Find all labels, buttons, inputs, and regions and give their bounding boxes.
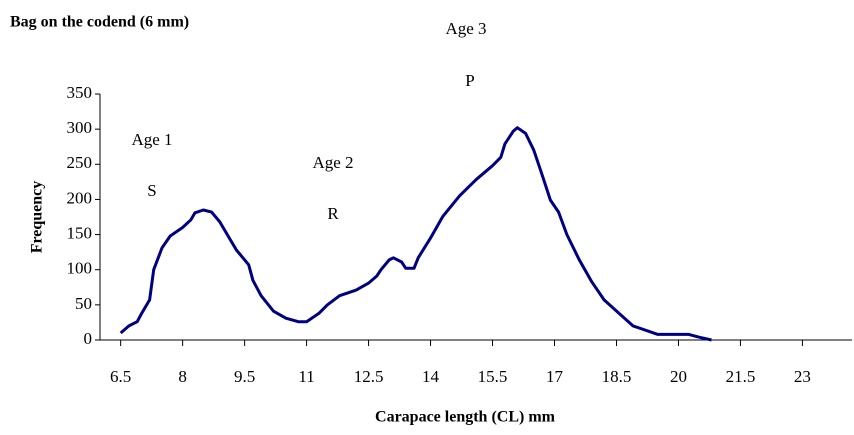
annotation: R bbox=[327, 204, 339, 223]
x-tick-label: 18.5 bbox=[602, 367, 632, 386]
x-tick-label: 14 bbox=[422, 367, 440, 386]
annotation: Age 1 bbox=[131, 130, 172, 149]
y-tick-label: 350 bbox=[67, 83, 93, 102]
y-axis-label: Frequency bbox=[29, 181, 46, 254]
annotation: S bbox=[147, 181, 156, 200]
x-tick-label: 11 bbox=[298, 367, 314, 386]
y-tick-label: 250 bbox=[67, 153, 93, 172]
annotation: P bbox=[465, 71, 474, 90]
y-tick-label: 100 bbox=[67, 259, 93, 278]
y-tick-label: 300 bbox=[67, 118, 93, 137]
x-axis-label: Carapace length (CL) mm bbox=[375, 409, 556, 426]
x-tick-label: 15.5 bbox=[478, 367, 508, 386]
y-tick-label: 0 bbox=[84, 329, 93, 348]
y-tick-label: 150 bbox=[67, 223, 93, 242]
annotation: Age 2 bbox=[312, 153, 353, 172]
x-tick-label: 12.5 bbox=[354, 367, 384, 386]
x-tick-label: 17 bbox=[546, 367, 564, 386]
y-tick-label: 50 bbox=[75, 294, 92, 313]
x-tick-label: 23 bbox=[794, 367, 811, 386]
x-tick-label: 20 bbox=[670, 367, 687, 386]
y-tick-label: 200 bbox=[67, 188, 93, 207]
x-tick-label: 9.5 bbox=[234, 367, 255, 386]
x-tick-label: 8 bbox=[178, 367, 187, 386]
data-line bbox=[119, 126, 712, 342]
x-tick-label: 21.5 bbox=[726, 367, 756, 386]
annotation: Age 3 bbox=[445, 19, 486, 38]
chart-title: Bag on the codend (6 mm) bbox=[10, 14, 189, 31]
x-tick-label: 6.5 bbox=[110, 367, 131, 386]
